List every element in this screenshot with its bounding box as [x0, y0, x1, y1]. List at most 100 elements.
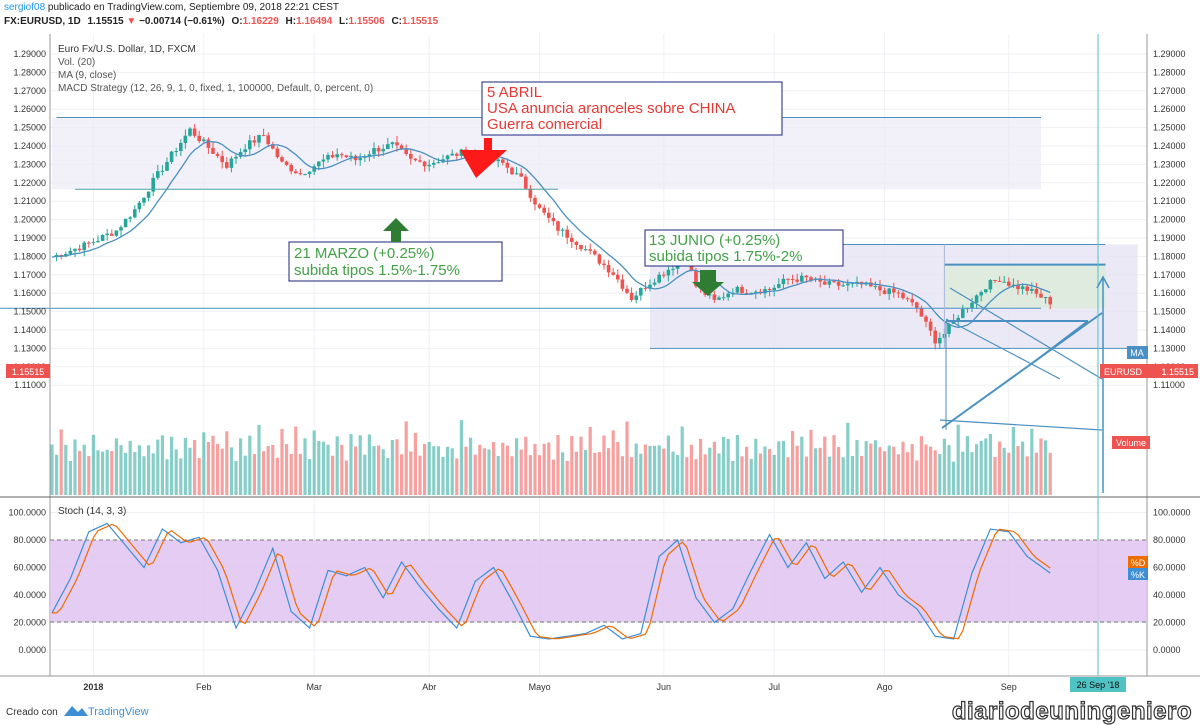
candle-body	[496, 159, 500, 162]
volume-bar	[611, 430, 615, 495]
candle	[974, 294, 979, 309]
legend-ma: MA (9, close)	[58, 70, 116, 81]
candle-body	[772, 287, 776, 290]
candle-body	[961, 309, 965, 318]
k-tag: %K	[1128, 568, 1148, 580]
candle	[73, 248, 77, 258]
annotation-junio-box	[644, 229, 844, 267]
candle-body	[657, 274, 661, 283]
candle	[432, 159, 436, 169]
volume-bar	[952, 461, 956, 495]
author-link[interactable]: sergiof08	[4, 2, 46, 13]
footer-brand[interactable]: TradingView	[88, 706, 149, 718]
candle-body	[151, 177, 155, 192]
candle	[754, 289, 758, 299]
candle	[303, 173, 307, 176]
candle	[565, 225, 569, 245]
volume-bar	[257, 424, 261, 495]
candle-body	[349, 155, 353, 158]
stoch-tick-label: 40.0000	[13, 590, 46, 600]
candle-body	[947, 323, 951, 334]
candle	[197, 130, 201, 144]
right-price-axis[interactable]: 1.29000 1.28000 1.27000 1.26000 1.25000 1.240…	[1153, 49, 1186, 390]
price-tick-label: 1.17000	[13, 270, 46, 280]
volume-bar	[956, 424, 960, 495]
volume-bar	[933, 450, 937, 495]
volume-bar	[197, 457, 201, 495]
volume-bar	[754, 438, 758, 495]
annotation-junio[interactable]: 13 JUNIO (+0.25%) subida tipos 1.75%-2%	[644, 229, 844, 267]
volume-bar	[202, 432, 206, 495]
candle-body	[87, 242, 91, 244]
eurusd-tag: EURUSD 1.15515	[1100, 364, 1198, 378]
candle-body	[524, 176, 528, 189]
candle	[786, 278, 790, 285]
volume-bar	[234, 460, 238, 495]
left-price-axis[interactable]: 1.29000 1.28000 1.27000 1.26000 1.25000 1.240…	[13, 49, 46, 390]
volume-bar	[758, 453, 762, 495]
candle	[634, 290, 638, 304]
price-tick-label: 1.19000	[13, 233, 46, 243]
k-tag-label: %K	[1131, 570, 1145, 580]
candle-body	[602, 263, 606, 266]
candle-body	[358, 157, 362, 161]
time-axis[interactable]: 2018 Feb Mar Abr Mayo Jun Jul Ago Sep	[83, 682, 1016, 692]
candle-body	[887, 288, 891, 295]
stoch-tick-label: 100.0000	[1153, 508, 1191, 518]
annotation-abril[interactable]: 5 ABRIL USA anuncia aranceles sobre CHIN…	[481, 81, 783, 136]
volume-bar	[685, 457, 689, 495]
target-arrow-icon	[1096, 275, 1110, 289]
candle	[970, 297, 974, 312]
candle	[666, 266, 671, 282]
volume-bar	[556, 435, 560, 495]
candle	[910, 293, 914, 307]
candle-body	[606, 265, 611, 273]
volume-tag: Volume	[1112, 436, 1150, 449]
candle-body	[671, 268, 675, 270]
volume-bar	[381, 449, 385, 495]
candle	[873, 281, 878, 290]
candle	[625, 285, 629, 295]
price-tick-label: 1.28000	[1153, 67, 1186, 77]
annotation-marzo[interactable]: 21 MARZO (+0.25%) subida tipos 1.5%-1.75…	[288, 241, 503, 282]
candle	[206, 137, 211, 154]
candle	[225, 157, 229, 170]
pattern-line	[941, 312, 1103, 429]
candle-body	[790, 279, 795, 281]
candle-body	[749, 292, 753, 294]
candle	[721, 292, 726, 301]
publish-line: sergiof08 publicado en TradingView.com, …	[4, 2, 339, 13]
legend-volume: Vol. (20)	[58, 57, 95, 68]
candle-body	[979, 292, 983, 296]
candle	[639, 287, 643, 301]
volume-bar	[298, 453, 302, 495]
candle-body	[399, 145, 404, 150]
candle-body	[110, 233, 114, 236]
candle	[735, 285, 740, 295]
volume-bar	[832, 435, 836, 495]
volume-bar	[505, 445, 509, 495]
candle	[602, 259, 606, 270]
volume-bar	[482, 448, 486, 495]
volume-bar	[630, 457, 634, 495]
volume-bar	[722, 436, 726, 495]
candle	[988, 279, 993, 293]
volume-bar	[160, 435, 164, 495]
volume-bar	[492, 442, 496, 495]
volume-bar	[280, 428, 284, 495]
candle-body	[905, 298, 910, 300]
triangle-pattern[interactable]	[939, 287, 1103, 431]
candle-body	[855, 281, 859, 283]
candle-body	[565, 229, 569, 238]
candle-body	[128, 217, 132, 219]
candle-body	[666, 269, 671, 276]
volume-bar	[1030, 428, 1034, 495]
volume-bar	[308, 459, 312, 495]
candle	[165, 157, 169, 171]
candle	[169, 150, 174, 165]
stoch-axis[interactable]: 100.0000 100.0000 80.0000 80.0000 60.0000 60.…	[8, 508, 1190, 656]
stoch-tick-label: 20.0000	[13, 618, 46, 628]
volume-bar	[804, 456, 808, 495]
candle	[648, 279, 652, 292]
